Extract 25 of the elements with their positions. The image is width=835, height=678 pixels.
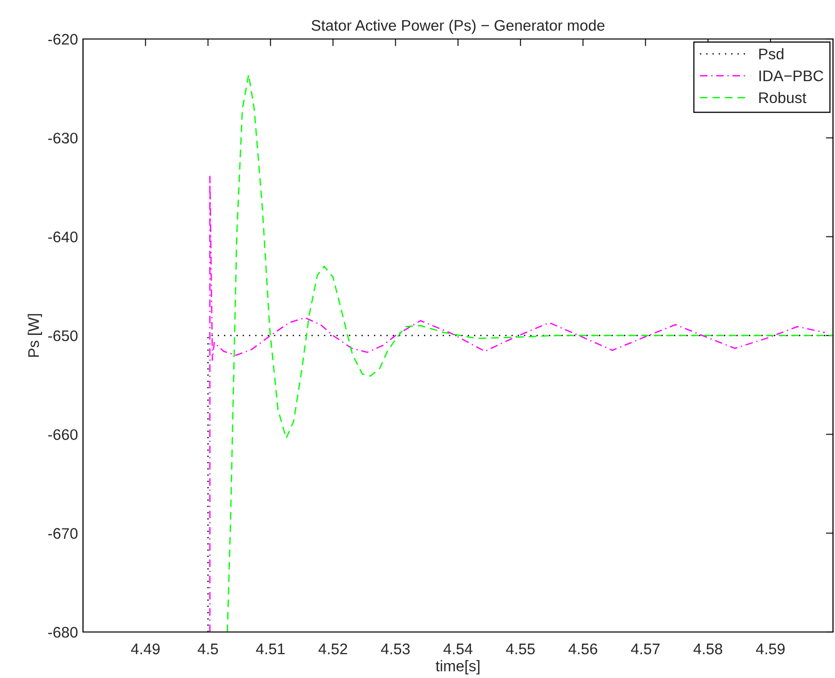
x-tick-label: 4.54 [443,644,472,654]
x-tick-label: 4.57 [630,644,660,654]
chart-title: Stator Active Power (Ps) − Generator mode [312,20,604,34]
x-tick-label: 4.58 [693,644,722,654]
x-tick-label: 4.51 [256,644,285,654]
line-series [209,176,826,632]
legend-label: Robust [759,92,806,104]
x-tick-label: 4.55 [506,644,535,654]
x-tick-label: 4.53 [380,644,410,654]
y-tick-label: -660 [48,429,78,440]
legend-label: Psd [759,48,784,60]
x-tick-label: 4.49 [130,644,160,654]
y-tick-label: -670 [48,528,78,539]
legend-label: IDA−PBC [759,70,824,82]
y-tick-label: -650 [48,330,78,342]
y-tick-label: -630 [48,132,78,144]
y-axis-title: Ps [W] [28,314,42,357]
x-tick-label: 4.52 [318,644,348,654]
x-tick-label: 4.5 [198,644,218,654]
y-tick-label: -680 [48,626,78,638]
y-tick-label: -620 [48,34,78,45]
x-tick-label: 4.56 [568,644,598,654]
x-axis-title: time[s] [436,660,480,674]
x-tick-label: 4.59 [756,644,785,654]
y-tick-label: -640 [48,232,78,242]
